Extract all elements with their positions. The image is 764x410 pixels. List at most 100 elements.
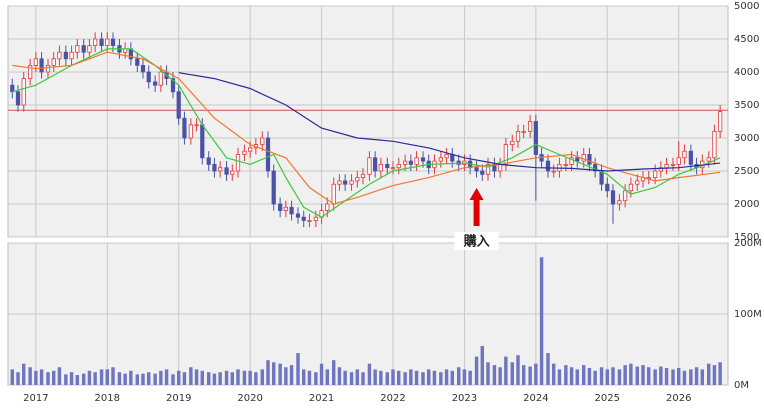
x-tick-label: 2022 [380,393,405,404]
volume-bar [135,374,139,385]
volume-bar [39,369,44,385]
candle-body [140,65,146,73]
volume-bar [337,367,342,385]
candle-body [688,150,693,165]
volume-bar [373,369,377,385]
candle-body [271,170,276,205]
volume-bar [623,365,627,385]
candle-body [605,183,610,192]
candle-body [367,157,372,175]
volume-bar [325,369,329,385]
candle-body [194,124,199,127]
candle-body [653,170,658,178]
candle-body [438,157,443,162]
candle-body [69,51,74,60]
volume-tick-label: 0M [734,380,749,391]
volume-bar [355,369,359,385]
volume-bar [260,369,264,385]
volume-bar [189,367,193,385]
volume-bar [254,372,258,385]
candle-body [289,206,294,215]
candle-body [676,157,681,165]
volume-bar [599,367,604,385]
volume-bar [16,372,20,385]
volume-bar [682,370,687,385]
volume-bar [391,369,395,385]
volume-bar [546,353,550,385]
volume-bar [99,369,104,385]
volume-bar [147,372,151,385]
volume-tick-label: 100M [734,309,762,320]
volume-bar [230,372,234,385]
volume-bar [332,360,336,385]
volume-bar [700,369,704,385]
volume-bar [403,372,407,385]
volume-bar [575,369,579,385]
candle-body [158,71,163,86]
volume-bar [557,369,562,385]
candle-body [510,140,515,146]
candle-body [617,200,622,205]
volume-bar [468,370,472,385]
x-tick-label: 2020 [237,393,262,404]
volume-bar [587,367,592,385]
candle-body [450,154,455,162]
candle-body [355,177,360,182]
y-tick-label: 4500 [734,34,759,45]
volume-bar [28,367,32,385]
candle-body [658,167,663,172]
y-tick-label: 4000 [734,67,759,78]
volume-bar [182,372,187,385]
volume-bar [712,365,717,385]
volume-bar [552,363,556,385]
candle-body [39,58,44,73]
x-tick-label: 2025 [595,393,620,404]
volume-bar [569,367,574,385]
volume-bar [194,369,199,385]
candle-body [63,51,68,60]
x-tick-label: 2017 [23,393,48,404]
candle-body [110,38,116,46]
volume-bar [242,370,247,385]
volume-bar [200,370,204,385]
moving-average [12,51,721,205]
candle-body [349,180,354,185]
volume-bar [707,363,711,385]
volume-bar [617,369,622,385]
volume-bar [46,372,50,385]
volume-bar [397,370,401,385]
candle-body [385,163,390,169]
volume-bar [10,369,14,385]
candle-body [569,157,574,165]
volume-bar [159,370,163,385]
candle-body [200,124,205,159]
annotation-box [454,232,499,250]
candle-body [343,180,348,185]
volume-bar [528,366,532,385]
volume-bar [93,372,97,385]
price-panel [7,5,729,238]
candle-body [337,180,342,185]
volume-bar [629,363,633,385]
candle-body [93,38,98,46]
volume-tick-label: 200M [734,238,762,249]
candle-body [248,147,253,152]
candle-body [224,167,229,175]
volume-bar [486,362,490,385]
candle-body [480,170,485,175]
candle-body [610,190,616,205]
candle-body [153,81,158,86]
volume-bar [236,369,240,385]
candle-body [15,91,21,106]
candle-body [176,91,181,119]
candle-body [533,121,538,155]
candle-body [51,58,56,66]
volume-bar [611,367,615,385]
candle-body [99,38,104,46]
y-tick-label: 2500 [734,166,759,177]
candle-body [498,163,503,172]
volume-bar [64,374,68,385]
volume-bar [385,372,389,385]
